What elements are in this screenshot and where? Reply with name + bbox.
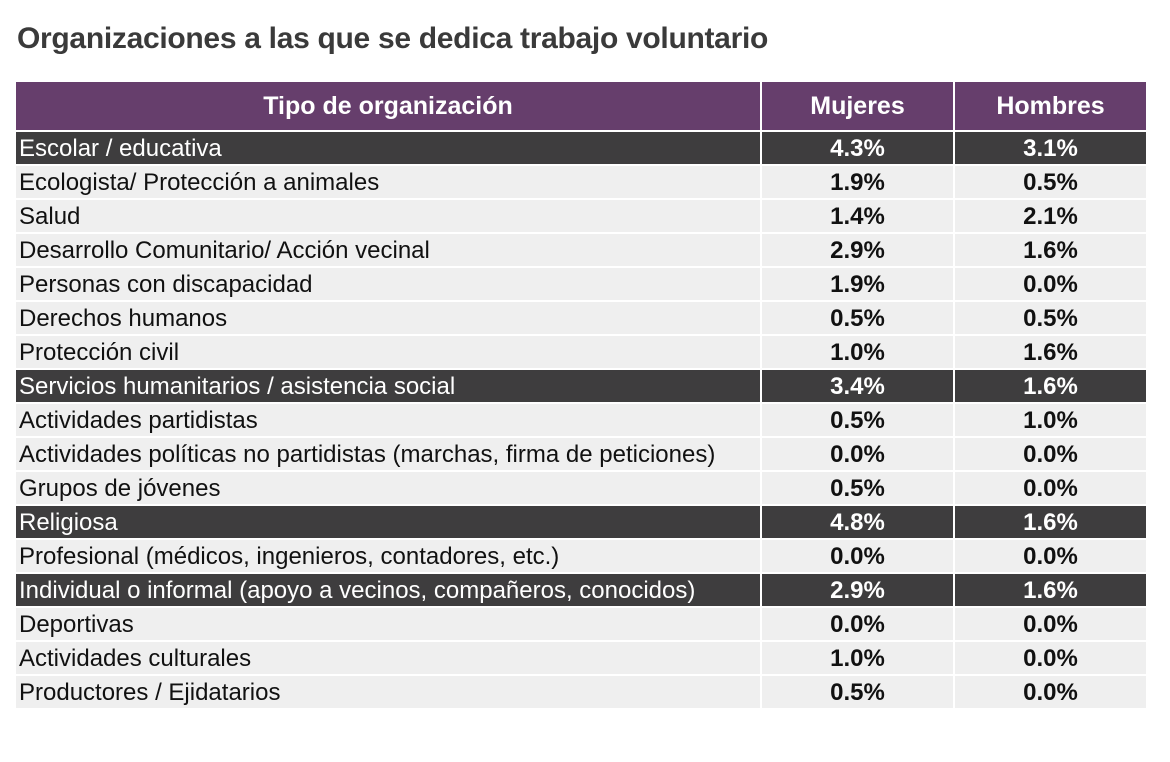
table-row: Salud 1.4% 2.1% <box>16 198 1146 232</box>
men-percentage-cell: 1.0% <box>955 402 1146 436</box>
men-percentage-cell: 0.0% <box>955 538 1146 572</box>
table-row: Actividades culturales 1.0% 0.0% <box>16 640 1146 674</box>
women-percentage-cell: 1.0% <box>762 640 955 674</box>
women-percentage-cell: 0.5% <box>762 402 955 436</box>
women-percentage-cell: 1.0% <box>762 334 955 368</box>
volunteer-organizations-table: Tipo de organización Mujeres Hombres Esc… <box>16 82 1146 708</box>
men-percentage-cell: 0.0% <box>955 606 1146 640</box>
men-percentage-cell: 0.0% <box>955 436 1146 470</box>
table-row: Ecologista/ Protección a animales 1.9% 0.5… <box>16 164 1146 198</box>
women-percentage-cell: 0.5% <box>762 674 955 708</box>
women-percentage-cell: 0.0% <box>762 606 955 640</box>
table-row: Actividades políticas no partidistas (ma… <box>16 436 1146 470</box>
women-percentage-cell: 1.4% <box>762 198 955 232</box>
men-percentage-cell: 0.0% <box>955 640 1146 674</box>
women-percentage-cell: 0.0% <box>762 436 955 470</box>
table-row: Personas con discapacidad 1.9% 0.0% <box>16 266 1146 300</box>
men-percentage-cell: 1.6% <box>955 572 1146 606</box>
table-row: Escolar / educativa 4.3% 3.1% <box>16 130 1146 164</box>
table-row: Protección civil 1.0% 1.6% <box>16 334 1146 368</box>
organization-type-cell: Actividades partidistas <box>16 402 762 436</box>
table-row: Desarrollo Comunitario/ Acción vecinal 2.… <box>16 232 1146 266</box>
column-header-women: Mujeres <box>762 82 955 130</box>
organization-type-cell: Actividades políticas no partidistas (ma… <box>16 436 762 470</box>
organization-type-cell: Protección civil <box>16 334 762 368</box>
women-percentage-cell: 1.9% <box>762 266 955 300</box>
column-header-men: Hombres <box>955 82 1146 130</box>
men-percentage-cell: 1.6% <box>955 232 1146 266</box>
women-percentage-cell: 3.4% <box>762 368 955 402</box>
organization-type-cell: Profesional (médicos, ingenieros, contad… <box>16 538 762 572</box>
men-percentage-cell: 0.0% <box>955 266 1146 300</box>
table-row: Derechos humanos 0.5% 0.5% <box>16 300 1146 334</box>
women-percentage-cell: 4.3% <box>762 130 955 164</box>
table-row: Grupos de jóvenes 0.5% 0.0% <box>16 470 1146 504</box>
organization-type-cell: Ecologista/ Protección a animales <box>16 164 762 198</box>
page-title: Organizaciones a las que se dedica traba… <box>17 22 769 55</box>
organization-type-cell: Deportivas <box>16 606 762 640</box>
organization-type-cell: Religiosa <box>16 504 762 538</box>
men-percentage-cell: 1.6% <box>955 504 1146 538</box>
table-body: Escolar / educativa 4.3% 3.1% Ecologista/ P… <box>16 130 1146 708</box>
men-percentage-cell: 0.5% <box>955 164 1146 198</box>
organization-type-cell: Servicios humanitarios / asistencia soci… <box>16 368 762 402</box>
organization-type-cell: Derechos humanos <box>16 300 762 334</box>
women-percentage-cell: 1.9% <box>762 164 955 198</box>
men-percentage-cell: 0.0% <box>955 470 1146 504</box>
column-header-organization-type: Tipo de organización <box>16 82 762 130</box>
table-row: Religiosa 4.8% 1.6% <box>16 504 1146 538</box>
organization-type-cell: Productores / Ejidatarios <box>16 674 762 708</box>
men-percentage-cell: 3.1% <box>955 130 1146 164</box>
organization-type-cell: Grupos de jóvenes <box>16 470 762 504</box>
men-percentage-cell: 2.1% <box>955 198 1146 232</box>
table-row: Servicios humanitarios / asistencia soci… <box>16 368 1146 402</box>
organization-type-cell: Desarrollo Comunitario/ Acción vecinal <box>16 232 762 266</box>
table-row: Profesional (médicos, ingenieros, contad… <box>16 538 1146 572</box>
women-percentage-cell: 2.9% <box>762 232 955 266</box>
table-header: Tipo de organización Mujeres Hombres <box>16 82 1146 130</box>
table-row: Productores / Ejidatarios 0.5% 0.0% <box>16 674 1146 708</box>
table-row: Individual o informal (apoyo a vecinos, … <box>16 572 1146 606</box>
organization-type-cell: Escolar / educativa <box>16 130 762 164</box>
organization-type-cell: Actividades culturales <box>16 640 762 674</box>
table-row: Actividades partidistas 0.5% 1.0% <box>16 402 1146 436</box>
women-percentage-cell: 0.5% <box>762 470 955 504</box>
header-row: Tipo de organización Mujeres Hombres <box>16 82 1146 130</box>
table-row: Deportivas 0.0% 0.0% <box>16 606 1146 640</box>
women-percentage-cell: 0.0% <box>762 538 955 572</box>
organization-type-cell: Individual o informal (apoyo a vecinos, … <box>16 572 762 606</box>
men-percentage-cell: 0.5% <box>955 300 1146 334</box>
organization-type-cell: Salud <box>16 198 762 232</box>
women-percentage-cell: 0.5% <box>762 300 955 334</box>
women-percentage-cell: 2.9% <box>762 572 955 606</box>
men-percentage-cell: 1.6% <box>955 334 1146 368</box>
men-percentage-cell: 0.0% <box>955 674 1146 708</box>
women-percentage-cell: 4.8% <box>762 504 955 538</box>
organization-type-cell: Personas con discapacidad <box>16 266 762 300</box>
men-percentage-cell: 1.6% <box>955 368 1146 402</box>
